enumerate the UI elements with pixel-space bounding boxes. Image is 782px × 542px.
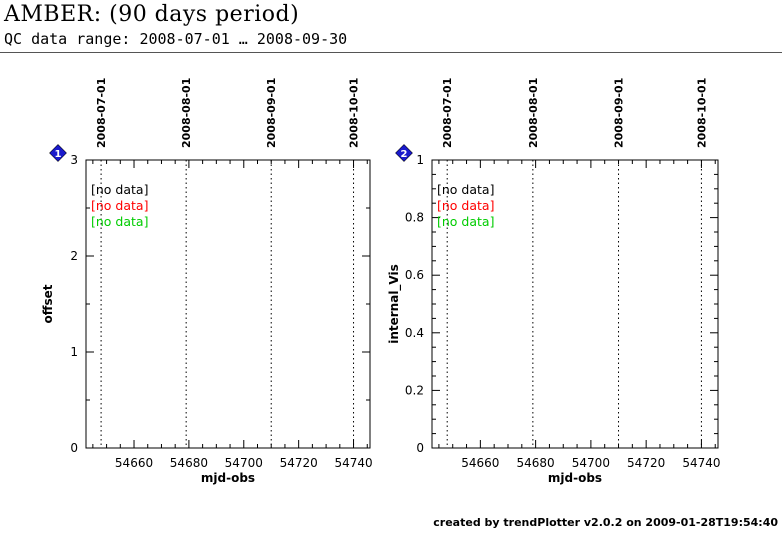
date-marker-label: 2008-10-01 — [348, 78, 361, 148]
panel-badge-number: 1 — [55, 149, 62, 160]
legend-entry: [no data] — [91, 182, 148, 197]
x-tick-label: 54720 — [280, 456, 318, 470]
x-tick-label: 54740 — [682, 456, 720, 470]
date-marker-label: 2008-07-01 — [441, 78, 454, 148]
legend-entry: [no data] — [91, 198, 148, 213]
legend-entry: [no data] — [91, 214, 148, 229]
date-marker-label: 2008-07-01 — [95, 78, 108, 148]
legend-entry: [no data] — [437, 198, 494, 213]
date-marker-label: 2008-08-01 — [180, 78, 193, 148]
x-tick-label: 54720 — [627, 456, 665, 470]
y-tick-label: 0.6 — [405, 268, 424, 282]
date-marker-label: 2008-10-01 — [695, 78, 708, 148]
legend-entry: [no data] — [437, 182, 494, 197]
y-tick-label: 0.8 — [405, 211, 424, 225]
y-tick-label: 0.2 — [405, 383, 424, 397]
header-divider — [0, 52, 782, 53]
panel-badge-icon — [49, 144, 67, 162]
page-title: AMBER: (90 days period) — [4, 2, 300, 27]
chart-panel-2: 54660 54680 54700 54720 5474000.20.40.60.812… — [387, 78, 721, 485]
panel-badge-icon — [395, 144, 413, 162]
y-tick-label: 0.4 — [405, 326, 424, 340]
y-tick-label: 0 — [70, 441, 78, 455]
y-tick-label: 3 — [70, 153, 78, 167]
x-tick-label: 54660 — [115, 456, 153, 470]
credit-line: created by trendPlotter v2.0.2 on 2009-0… — [433, 516, 778, 529]
x-tick-label: 54680 — [517, 456, 555, 470]
date-marker-label: 2008-09-01 — [613, 78, 626, 148]
y-tick-label: 2 — [70, 249, 78, 263]
x-tick-label: 54740 — [334, 456, 372, 470]
y-axis-label: offset — [41, 284, 55, 323]
x-axis-label: mjd-obs — [201, 471, 255, 485]
x-tick-label: 54660 — [461, 456, 499, 470]
panel-badge-number: 2 — [401, 149, 408, 160]
data-range-subtitle: QC data range: 2008-07-01 … 2008-09-30 — [4, 30, 348, 48]
x-tick-label: 54680 — [170, 456, 208, 470]
date-marker-label: 2008-09-01 — [265, 78, 278, 148]
x-tick-label: 54700 — [225, 456, 263, 470]
y-tick-label: 1 — [70, 345, 78, 359]
y-tick-label: 1 — [416, 153, 424, 167]
x-tick-label: 54700 — [572, 456, 610, 470]
chart-panel-1: 54660 54680 54700 54720 54740 0 1 2 3 2008-07-01 2… — [41, 78, 373, 485]
y-axis-label: internal_Vis — [387, 264, 402, 344]
date-marker-label: 2008-08-01 — [527, 78, 540, 148]
legend-entry: [no data] — [437, 214, 494, 229]
y-tick-label: 0 — [416, 441, 424, 455]
x-axis-label: mjd-obs — [548, 471, 602, 485]
